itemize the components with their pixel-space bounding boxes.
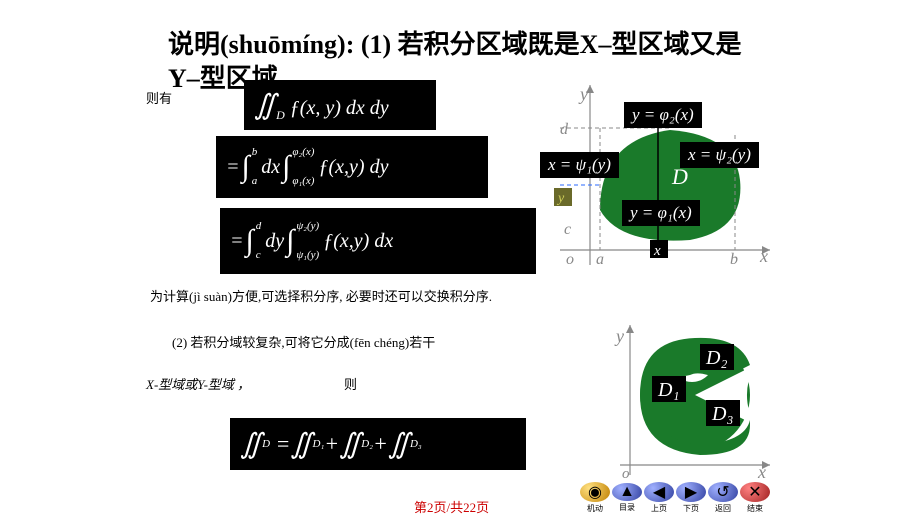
svg-text:d: d	[560, 121, 569, 138]
nav-label: 返回	[715, 503, 731, 514]
svg-text:D₂: D₂	[705, 347, 727, 369]
svg-text:o: o	[566, 251, 574, 268]
svg-text:y: y	[578, 84, 588, 104]
text-point2: (2) 若积分域较复杂,可将它分成(fēn chéng)若干	[172, 332, 435, 351]
text-convenience: 为计算(jì suàn)方便,可选择积分序, 必要时还可以交换积分序.	[150, 286, 492, 305]
label-psi1: x = ψ₁(y)	[540, 152, 619, 178]
svg-text:y: y	[556, 191, 565, 206]
nav-toc-button[interactable]: ▲ 目录	[612, 484, 642, 512]
math-integral-3: = ∫dc dy ∫ψ₂(y)ψ₁(y) ƒ(x, y) dx	[220, 208, 536, 274]
nav-label: 上页	[651, 503, 667, 514]
prev-icon: ◀	[644, 482, 674, 502]
text-xy-type: X-型域或Y-型域 ，	[146, 374, 250, 393]
svg-text:x: x	[653, 243, 661, 259]
nav-motor-button[interactable]: ◉ 机动	[580, 484, 610, 512]
motor-icon: ◉	[580, 482, 610, 502]
svg-text:b: b	[730, 251, 738, 268]
graph-region-split: x y o D₁ D₂ D₃	[600, 320, 780, 490]
math-integral-4: ∬D = ∬D₁ + ∬D₂ + ∬D₃	[230, 418, 526, 470]
nav-label: 下页	[683, 503, 699, 514]
nav-label: 目录	[619, 502, 635, 513]
svg-text:x: x	[759, 246, 768, 266]
nav-back-button[interactable]: ↺ 返回	[708, 484, 738, 512]
svg-text:y: y	[614, 326, 624, 346]
nav-label: 结束	[747, 503, 763, 514]
svg-text:D₁: D₁	[657, 379, 679, 401]
graph-region-xy: x y o a b c d D x y y = φ₂(x) y = φ₁(x) …	[540, 80, 780, 280]
nav-prev-button[interactable]: ◀ 上页	[644, 484, 674, 512]
toc-icon: ▲	[612, 483, 642, 501]
back-icon: ↺	[708, 482, 738, 502]
nav-bar: ◉ 机动 ▲ 目录 ◀ 上页 ▶ 下页 ↺ 返回 ✕ 结束	[580, 484, 770, 512]
text-ze: 则	[344, 374, 357, 393]
math-integral-1: ∬D ƒ(x, y) dx dy	[244, 80, 436, 130]
svg-text:x: x	[757, 462, 766, 482]
label-phi1: y = φ₁(x)	[622, 200, 700, 226]
page-number: 第2页/共22页	[414, 497, 489, 516]
nav-end-button[interactable]: ✕ 结束	[740, 484, 770, 512]
svg-text:o: o	[622, 466, 630, 482]
close-icon: ✕	[740, 482, 770, 502]
nav-label: 机动	[587, 503, 603, 514]
label-phi2: y = φ₂(x)	[624, 102, 702, 128]
label-psi2: x = ψ₂(y)	[680, 142, 759, 168]
text-zeyou: 则有	[146, 88, 172, 107]
math-integral-2: = ∫ba dx ∫φ₂(x)φ₁(x) ƒ(x, y) dy	[216, 136, 488, 198]
svg-text:D₃: D₃	[711, 403, 733, 425]
svg-text:c: c	[564, 221, 571, 238]
next-icon: ▶	[676, 482, 706, 502]
nav-next-button[interactable]: ▶ 下页	[676, 484, 706, 512]
svg-text:a: a	[596, 251, 604, 268]
